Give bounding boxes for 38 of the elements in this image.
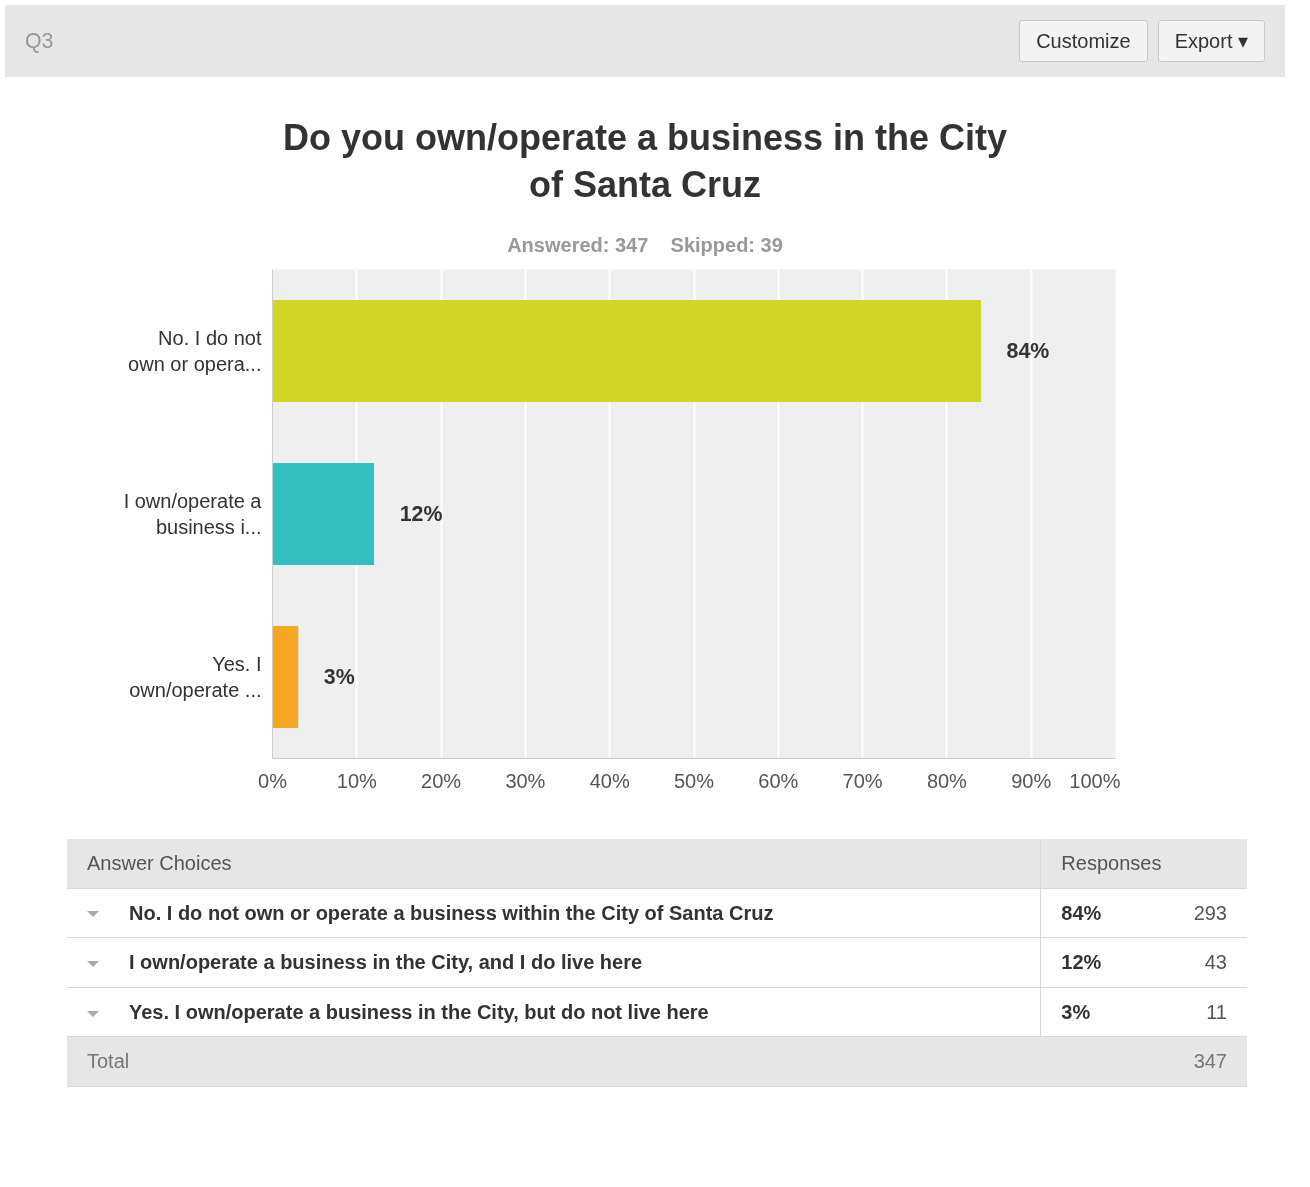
chart-title: Do you own/operate a business in the City of Santa Cruz (281, 116, 1009, 207)
text: Export ▾ (1157, 19, 1265, 63)
x-tick-label: 60% (758, 769, 799, 792)
text: 3% (1040, 987, 1149, 1037)
bar (272, 300, 982, 403)
text: 12% (1040, 937, 1149, 988)
x-tick-label: 90% (1011, 769, 1052, 792)
text: I own/operate a business in the City, and I do live here (67, 937, 1041, 988)
bar (272, 626, 299, 729)
y-tick-label: I own/operate a business i... (123, 489, 263, 539)
text: Responses (1040, 839, 1247, 889)
x-tick-label: 20% (421, 769, 462, 792)
text: Total (67, 1036, 1041, 1087)
text: No. I do not own or operate a business within the City of Santa Cruz (67, 888, 1041, 938)
text: Answer Choices (67, 839, 1041, 889)
x-tick-label: 100% (1069, 769, 1121, 792)
data-label: 3% (323, 665, 355, 690)
text: 11 (1148, 987, 1247, 1037)
x-tick-label: 30% (505, 769, 546, 792)
text: 293 (1148, 888, 1247, 938)
x-tick-label: 0% (258, 769, 288, 792)
y-tick-label: Yes. I own/operate ... (129, 652, 262, 702)
chart-subtitle: Answered: 347 Skipped: 39 (506, 232, 784, 258)
data-label: 12% (399, 502, 443, 527)
bar (272, 463, 375, 566)
data-label: 84% (1006, 339, 1050, 364)
text: Yes. I own/operate a business in the City, but do not live here (67, 987, 1041, 1037)
x-tick-label: 50% (673, 769, 715, 792)
text: Customize (1019, 19, 1148, 63)
x-tick-label: 40% (589, 769, 630, 792)
text: 84% (1040, 888, 1149, 938)
x-tick-label: 70% (842, 769, 883, 792)
x-tick-label: 10% (336, 769, 378, 792)
x-tick-label: 80% (926, 769, 968, 792)
y-tick-label: No. I do not own or opera... (128, 326, 262, 376)
text: 347 (1148, 1036, 1247, 1087)
text: Q3 (25, 27, 54, 55)
text: 43 (1148, 937, 1247, 988)
